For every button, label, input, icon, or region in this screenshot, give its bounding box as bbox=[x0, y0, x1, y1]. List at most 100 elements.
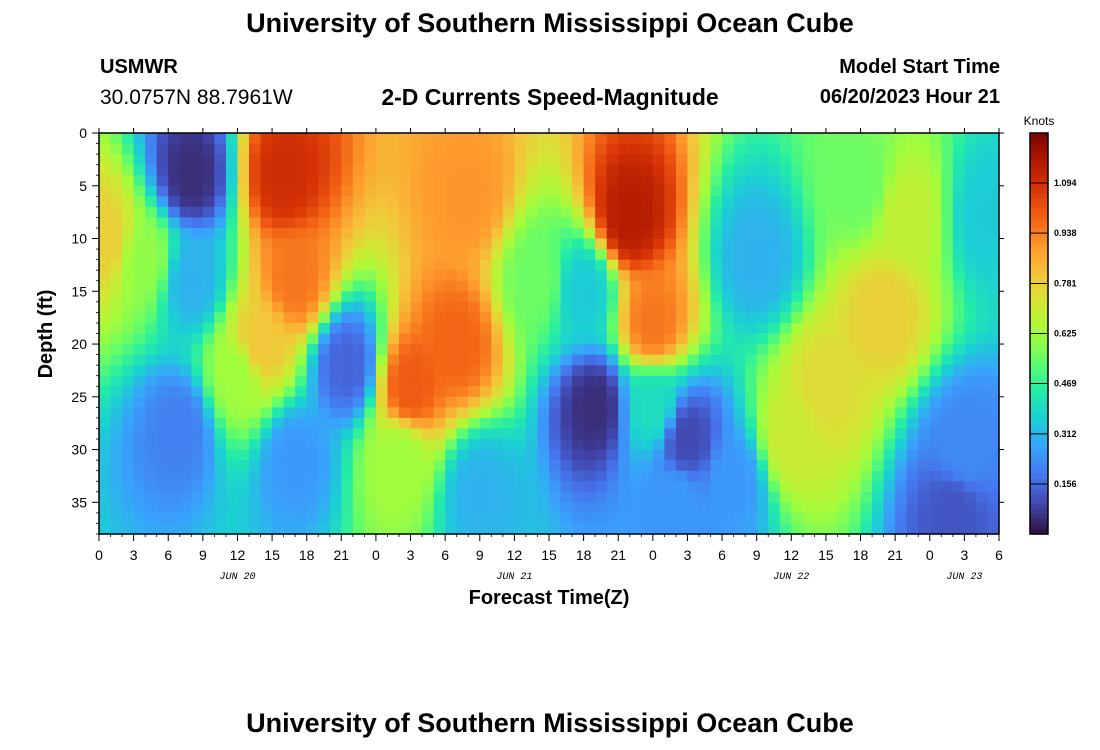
heatmap-cell bbox=[468, 439, 481, 451]
heatmap-cell bbox=[849, 270, 862, 282]
heatmap-cell bbox=[791, 301, 804, 313]
heatmap-cell bbox=[699, 301, 712, 313]
heatmap-cell bbox=[156, 301, 169, 313]
heatmap-cell bbox=[687, 259, 700, 271]
heatmap-cell bbox=[549, 481, 562, 493]
heatmap-cell bbox=[202, 333, 215, 345]
heatmap-cell bbox=[375, 154, 389, 166]
heatmap-cell bbox=[779, 460, 792, 472]
heatmap-cell bbox=[872, 375, 885, 387]
heatmap-cell bbox=[179, 291, 192, 303]
heatmap-cell bbox=[410, 344, 423, 356]
heatmap-cell bbox=[445, 217, 458, 229]
heatmap-cell bbox=[456, 470, 469, 482]
heatmap-cell bbox=[283, 449, 296, 461]
heatmap-cell bbox=[964, 175, 977, 187]
heatmap-cell bbox=[179, 143, 192, 155]
heatmap-cell bbox=[202, 185, 215, 197]
heatmap-cell bbox=[687, 375, 700, 387]
heatmap-cell bbox=[283, 291, 296, 303]
heatmap-cell bbox=[491, 249, 504, 261]
heatmap-cell bbox=[214, 312, 227, 324]
colorbar-swatch bbox=[1030, 358, 1048, 365]
heatmap-cell bbox=[941, 196, 954, 208]
heatmap-cell bbox=[895, 439, 908, 451]
heatmap-cell bbox=[918, 470, 931, 482]
heatmap-cell bbox=[606, 206, 619, 219]
heatmap-cell bbox=[699, 523, 712, 535]
heatmap-cell bbox=[225, 249, 239, 261]
heatmap-cell bbox=[468, 491, 481, 503]
heatmap-cell bbox=[687, 291, 700, 303]
heatmap-cell bbox=[825, 154, 839, 166]
heatmap-cell bbox=[433, 301, 446, 313]
y-tick-label: 20 bbox=[71, 336, 87, 352]
heatmap-cell bbox=[110, 407, 123, 419]
heatmap-cell bbox=[237, 270, 250, 282]
heatmap-cell bbox=[525, 491, 539, 503]
heatmap-cell bbox=[422, 407, 435, 419]
heatmap-cell bbox=[860, 344, 873, 356]
heatmap-cell bbox=[572, 491, 585, 503]
heatmap-cell bbox=[629, 301, 642, 313]
heatmap-cell bbox=[514, 439, 527, 451]
heatmap-cell bbox=[202, 133, 215, 145]
heatmap-cell bbox=[537, 481, 550, 493]
heatmap-cell bbox=[145, 470, 158, 482]
heatmap-cell bbox=[837, 291, 850, 303]
heatmap-cell bbox=[387, 333, 400, 345]
heatmap-cell bbox=[445, 428, 458, 440]
heatmap-cell bbox=[837, 280, 850, 292]
heatmap-cell bbox=[525, 460, 539, 472]
heatmap-cell bbox=[318, 143, 331, 155]
heatmap-cell bbox=[906, 491, 919, 503]
heatmap-cell bbox=[756, 396, 769, 408]
heatmap-cell bbox=[699, 375, 712, 387]
heatmap-cell bbox=[202, 270, 215, 282]
heatmap-cell bbox=[987, 365, 1000, 377]
heatmap-cell bbox=[722, 175, 735, 187]
heatmap-cell bbox=[595, 365, 608, 377]
heatmap-cell bbox=[791, 523, 804, 535]
heatmap-cell bbox=[537, 386, 550, 398]
heatmap-cell bbox=[837, 439, 850, 451]
heatmap-cell bbox=[283, 417, 296, 430]
heatmap-cell bbox=[283, 407, 296, 419]
heatmap-cell bbox=[99, 502, 112, 514]
heatmap-cell bbox=[825, 354, 839, 366]
heatmap-cell bbox=[722, 143, 735, 155]
heatmap-cell bbox=[145, 523, 158, 535]
heatmap-cell bbox=[537, 333, 550, 345]
heatmap-cell bbox=[375, 523, 389, 535]
heatmap-cell bbox=[675, 312, 689, 324]
heatmap-cell bbox=[225, 133, 239, 145]
heatmap-cell bbox=[214, 154, 227, 166]
heatmap-cell bbox=[525, 301, 539, 313]
heatmap-cell bbox=[225, 470, 239, 482]
heatmap-cell bbox=[502, 460, 515, 472]
colorbar-swatch bbox=[1030, 258, 1048, 264]
heatmap-cell bbox=[975, 301, 989, 313]
heatmap-cell bbox=[952, 460, 965, 472]
heatmap-cell bbox=[987, 502, 1000, 514]
heatmap-cell bbox=[849, 133, 862, 145]
heatmap-cell bbox=[168, 439, 181, 451]
heatmap-cell bbox=[814, 164, 827, 176]
heatmap-cell bbox=[814, 407, 827, 419]
heatmap-cell bbox=[606, 428, 619, 440]
heatmap-cell bbox=[872, 217, 885, 229]
heatmap-cell bbox=[456, 396, 469, 408]
heatmap-cell bbox=[791, 206, 804, 219]
heatmap-cell bbox=[629, 502, 642, 514]
heatmap-cell bbox=[145, 154, 158, 166]
heatmap-cell bbox=[214, 133, 227, 145]
heatmap-cell bbox=[595, 386, 608, 398]
heatmap-cell bbox=[941, 407, 954, 419]
heatmap-cell bbox=[618, 344, 631, 356]
heatmap-cell bbox=[791, 375, 804, 387]
heatmap-cell bbox=[652, 333, 665, 345]
heatmap-cell bbox=[352, 164, 365, 176]
heatmap-cell bbox=[964, 206, 977, 219]
heatmap-cell bbox=[329, 238, 342, 250]
heatmap-cell bbox=[860, 312, 873, 324]
